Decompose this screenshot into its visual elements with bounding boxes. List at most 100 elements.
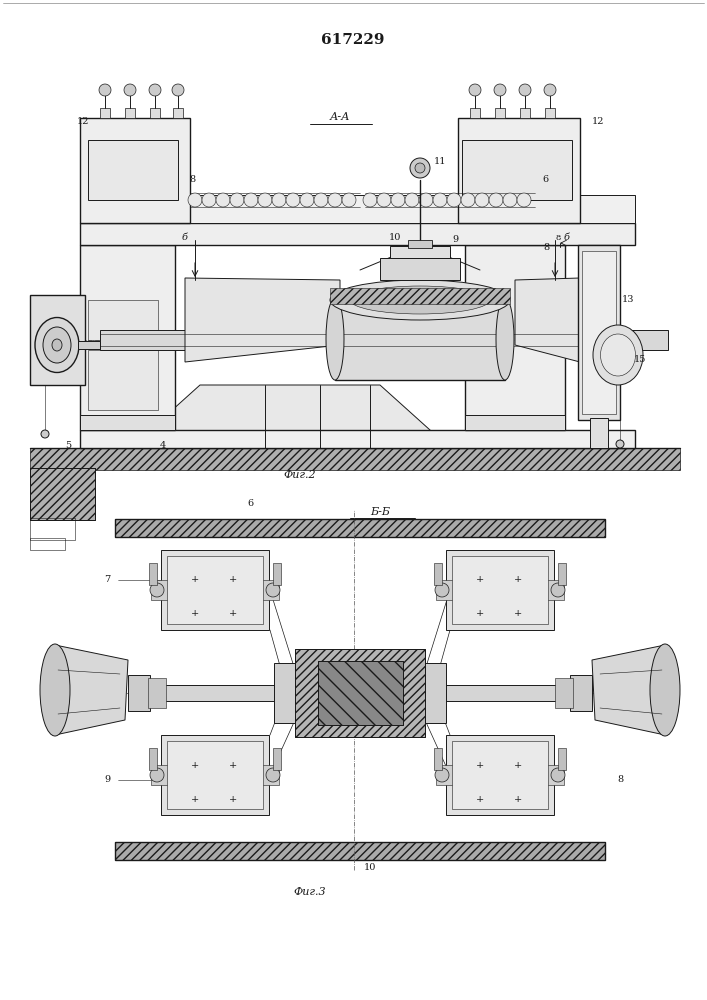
Circle shape	[544, 84, 556, 96]
Ellipse shape	[600, 334, 636, 376]
Bar	[445, 685, 573, 701]
Bar	[578, 245, 620, 420]
Text: 8: 8	[617, 776, 623, 784]
Circle shape	[258, 193, 272, 207]
Text: +: +	[514, 609, 522, 618]
Circle shape	[494, 84, 506, 96]
Text: +: +	[514, 576, 522, 584]
Bar	[273, 563, 281, 585]
Bar	[380, 258, 460, 280]
Ellipse shape	[52, 339, 62, 351]
Bar	[30, 518, 75, 540]
Circle shape	[300, 193, 314, 207]
Circle shape	[230, 193, 244, 207]
Text: 9: 9	[452, 235, 458, 244]
Circle shape	[519, 84, 531, 96]
Text: 5: 5	[65, 440, 71, 450]
Bar	[545, 108, 555, 118]
Bar	[80, 118, 190, 223]
Bar	[434, 563, 442, 585]
Circle shape	[447, 193, 461, 207]
Ellipse shape	[593, 325, 643, 385]
Circle shape	[415, 163, 425, 173]
Circle shape	[551, 768, 565, 782]
Bar	[161, 735, 269, 815]
Bar	[335, 298, 505, 380]
Bar	[30, 448, 680, 470]
Circle shape	[149, 84, 161, 96]
Circle shape	[150, 768, 164, 782]
Bar	[318, 661, 403, 725]
Circle shape	[266, 768, 280, 782]
Bar	[173, 108, 183, 118]
Circle shape	[435, 768, 449, 782]
Text: б: б	[564, 233, 570, 242]
Circle shape	[503, 193, 517, 207]
Text: 9: 9	[104, 776, 110, 784]
Ellipse shape	[40, 644, 70, 736]
Text: 8: 8	[189, 176, 195, 184]
Circle shape	[188, 193, 202, 207]
Text: 8: 8	[543, 243, 549, 252]
Circle shape	[435, 583, 449, 597]
Circle shape	[99, 84, 111, 96]
Text: 10: 10	[389, 232, 401, 241]
Bar	[452, 556, 548, 624]
Ellipse shape	[350, 286, 490, 314]
Circle shape	[461, 193, 475, 207]
Bar	[88, 350, 158, 410]
Bar	[80, 245, 175, 430]
Text: +: +	[514, 760, 522, 770]
Circle shape	[363, 193, 377, 207]
Bar	[88, 140, 178, 200]
Text: 15: 15	[633, 356, 646, 364]
Circle shape	[244, 193, 258, 207]
Bar	[167, 556, 263, 624]
Bar	[274, 663, 326, 723]
Bar	[80, 430, 635, 448]
Bar	[148, 678, 166, 708]
Text: 4: 4	[160, 440, 166, 450]
Text: +: +	[191, 576, 199, 584]
Circle shape	[216, 193, 230, 207]
Circle shape	[314, 193, 328, 207]
Bar	[446, 550, 554, 630]
Bar	[520, 108, 530, 118]
Circle shape	[489, 193, 503, 207]
Ellipse shape	[35, 318, 79, 372]
Bar	[149, 563, 157, 585]
Bar	[30, 468, 95, 520]
Bar	[452, 741, 548, 809]
Bar	[151, 765, 173, 785]
Circle shape	[328, 193, 342, 207]
Ellipse shape	[330, 280, 510, 320]
Bar	[167, 741, 263, 809]
Circle shape	[469, 84, 481, 96]
Bar	[394, 663, 446, 723]
Text: А-А: А-А	[329, 112, 350, 122]
Bar	[30, 538, 65, 550]
Bar	[80, 415, 175, 430]
Text: +: +	[476, 576, 484, 584]
Text: +: +	[191, 760, 199, 770]
Circle shape	[475, 193, 489, 207]
Polygon shape	[185, 278, 340, 362]
Circle shape	[41, 430, 49, 438]
Bar	[390, 246, 450, 258]
Bar	[30, 468, 95, 520]
Text: 13: 13	[621, 296, 634, 304]
Text: +: +	[476, 760, 484, 770]
Bar	[318, 661, 403, 725]
Bar	[558, 748, 566, 770]
Polygon shape	[592, 645, 665, 735]
Bar	[495, 108, 505, 118]
Bar	[257, 765, 279, 785]
Circle shape	[410, 158, 430, 178]
Bar	[100, 330, 185, 350]
Circle shape	[150, 583, 164, 597]
Bar	[125, 108, 135, 118]
Bar	[465, 415, 565, 430]
Text: б: б	[182, 233, 188, 242]
Circle shape	[517, 193, 531, 207]
Text: +: +	[229, 794, 237, 804]
